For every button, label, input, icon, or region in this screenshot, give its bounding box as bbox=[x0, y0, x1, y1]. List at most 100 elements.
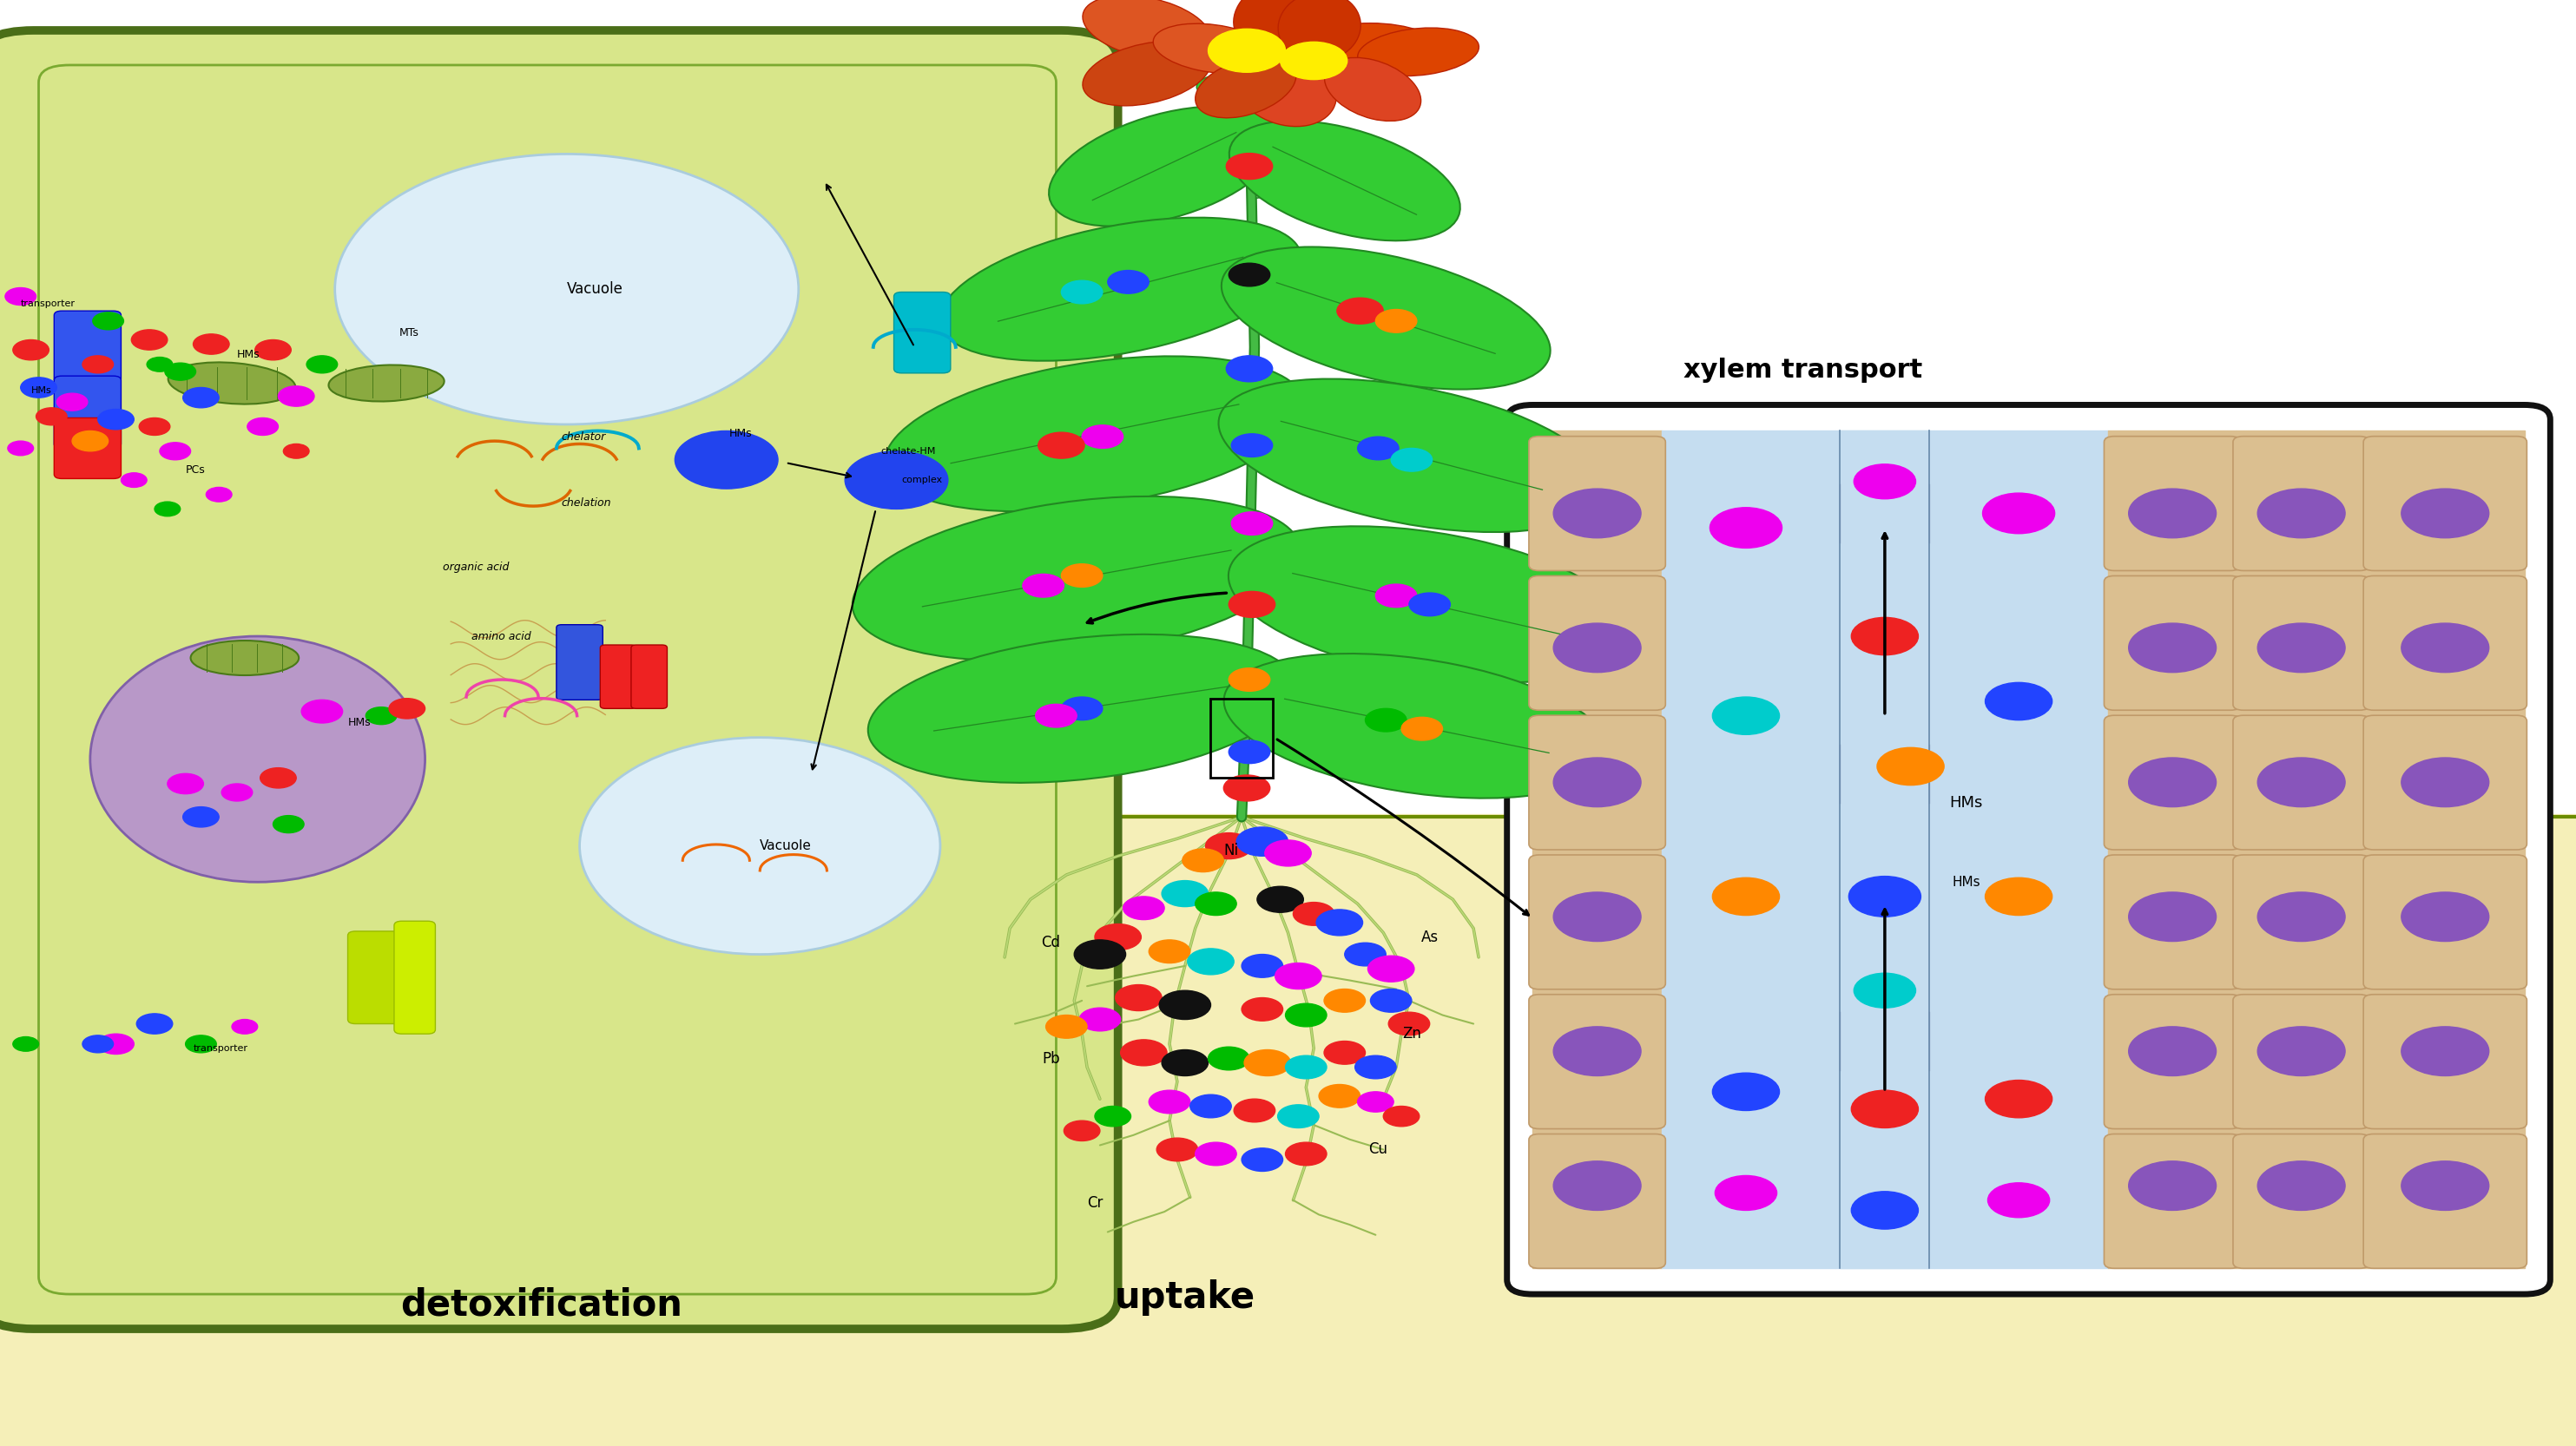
Circle shape bbox=[2401, 489, 2488, 538]
Circle shape bbox=[2128, 1161, 2215, 1210]
Text: Vacuole: Vacuole bbox=[760, 839, 811, 853]
Circle shape bbox=[255, 340, 291, 360]
Circle shape bbox=[1036, 704, 1077, 727]
Ellipse shape bbox=[1234, 88, 1298, 114]
Circle shape bbox=[21, 377, 57, 398]
Circle shape bbox=[1229, 740, 1270, 763]
Ellipse shape bbox=[940, 217, 1301, 362]
Ellipse shape bbox=[1273, 81, 1340, 107]
Circle shape bbox=[1064, 1121, 1100, 1141]
Text: HMs: HMs bbox=[31, 386, 52, 395]
Circle shape bbox=[137, 1014, 173, 1034]
Circle shape bbox=[1850, 876, 1922, 917]
Ellipse shape bbox=[1195, 74, 1262, 100]
Bar bbox=[1865, 1012, 1904, 1070]
Circle shape bbox=[1224, 775, 1270, 801]
Circle shape bbox=[1855, 973, 1917, 1008]
Circle shape bbox=[1358, 437, 1399, 460]
FancyBboxPatch shape bbox=[2105, 437, 2241, 571]
FancyBboxPatch shape bbox=[348, 931, 415, 1024]
Circle shape bbox=[1383, 1106, 1419, 1126]
FancyBboxPatch shape bbox=[1507, 405, 2550, 1294]
Circle shape bbox=[2128, 1027, 2215, 1076]
Text: Pb: Pb bbox=[1043, 1051, 1059, 1066]
Circle shape bbox=[1257, 886, 1303, 912]
FancyBboxPatch shape bbox=[1530, 1134, 1667, 1268]
Circle shape bbox=[1061, 281, 1103, 304]
FancyBboxPatch shape bbox=[1530, 576, 1667, 710]
Circle shape bbox=[1023, 574, 1064, 597]
Bar bbox=[1865, 745, 1904, 803]
Circle shape bbox=[98, 409, 134, 429]
Circle shape bbox=[260, 768, 296, 788]
Circle shape bbox=[1293, 902, 1334, 925]
Bar bbox=[2236, 431, 2365, 1268]
Circle shape bbox=[1182, 849, 1224, 872]
Circle shape bbox=[82, 1035, 113, 1053]
Ellipse shape bbox=[1358, 27, 1479, 77]
Circle shape bbox=[1149, 940, 1190, 963]
Circle shape bbox=[155, 502, 180, 516]
Text: PCs: PCs bbox=[185, 464, 206, 476]
Text: Cr: Cr bbox=[1087, 1196, 1103, 1210]
Circle shape bbox=[1038, 432, 1084, 458]
Circle shape bbox=[206, 487, 232, 502]
Circle shape bbox=[1409, 593, 1450, 616]
Circle shape bbox=[2128, 892, 2215, 941]
Circle shape bbox=[2128, 758, 2215, 807]
Circle shape bbox=[2257, 489, 2344, 538]
Circle shape bbox=[247, 418, 278, 435]
Text: organic acid: organic acid bbox=[443, 561, 510, 573]
Circle shape bbox=[1095, 924, 1141, 950]
Circle shape bbox=[1391, 448, 1432, 471]
FancyBboxPatch shape bbox=[2233, 576, 2370, 710]
Text: HMs: HMs bbox=[729, 428, 752, 440]
Circle shape bbox=[2257, 1027, 2344, 1076]
Circle shape bbox=[1123, 897, 1164, 920]
Circle shape bbox=[1710, 508, 1783, 548]
Circle shape bbox=[98, 1034, 134, 1054]
Text: complex: complex bbox=[902, 476, 943, 484]
Circle shape bbox=[2257, 758, 2344, 807]
Circle shape bbox=[147, 357, 173, 372]
Circle shape bbox=[301, 700, 343, 723]
FancyBboxPatch shape bbox=[2105, 855, 2241, 989]
Circle shape bbox=[845, 451, 948, 509]
Circle shape bbox=[1275, 963, 1321, 989]
FancyBboxPatch shape bbox=[1530, 437, 1667, 571]
Circle shape bbox=[2401, 1161, 2488, 1210]
Circle shape bbox=[1280, 42, 1347, 80]
FancyBboxPatch shape bbox=[631, 645, 667, 709]
Bar bbox=[0, 814, 2576, 1446]
FancyBboxPatch shape bbox=[394, 921, 435, 1034]
Circle shape bbox=[165, 363, 196, 380]
FancyBboxPatch shape bbox=[2233, 437, 2370, 571]
Bar bbox=[2107, 431, 2236, 1268]
Circle shape bbox=[1231, 512, 1273, 535]
Circle shape bbox=[1195, 892, 1236, 915]
Ellipse shape bbox=[1195, 56, 1296, 119]
Circle shape bbox=[8, 441, 33, 455]
Circle shape bbox=[278, 386, 314, 406]
Ellipse shape bbox=[1234, 49, 1337, 126]
Ellipse shape bbox=[191, 641, 299, 675]
Circle shape bbox=[167, 774, 204, 794]
Circle shape bbox=[1553, 892, 1641, 941]
Ellipse shape bbox=[884, 356, 1306, 512]
Bar bbox=[1834, 431, 1935, 1268]
Text: MTs: MTs bbox=[399, 327, 420, 338]
Text: detoxification: detoxification bbox=[399, 1287, 683, 1323]
Circle shape bbox=[131, 330, 167, 350]
Circle shape bbox=[1986, 1080, 2053, 1118]
Bar bbox=[1839, 542, 1929, 745]
Circle shape bbox=[36, 408, 67, 425]
Text: amino acid: amino acid bbox=[471, 630, 531, 642]
Bar bbox=[1839, 1070, 1929, 1268]
Circle shape bbox=[1852, 617, 1919, 655]
Text: xylem transport: xylem transport bbox=[1685, 359, 1922, 383]
Circle shape bbox=[93, 312, 124, 330]
Text: HMs: HMs bbox=[1953, 875, 1981, 889]
FancyBboxPatch shape bbox=[2233, 716, 2370, 850]
Bar bbox=[1662, 431, 1834, 1268]
Circle shape bbox=[1370, 989, 1412, 1012]
